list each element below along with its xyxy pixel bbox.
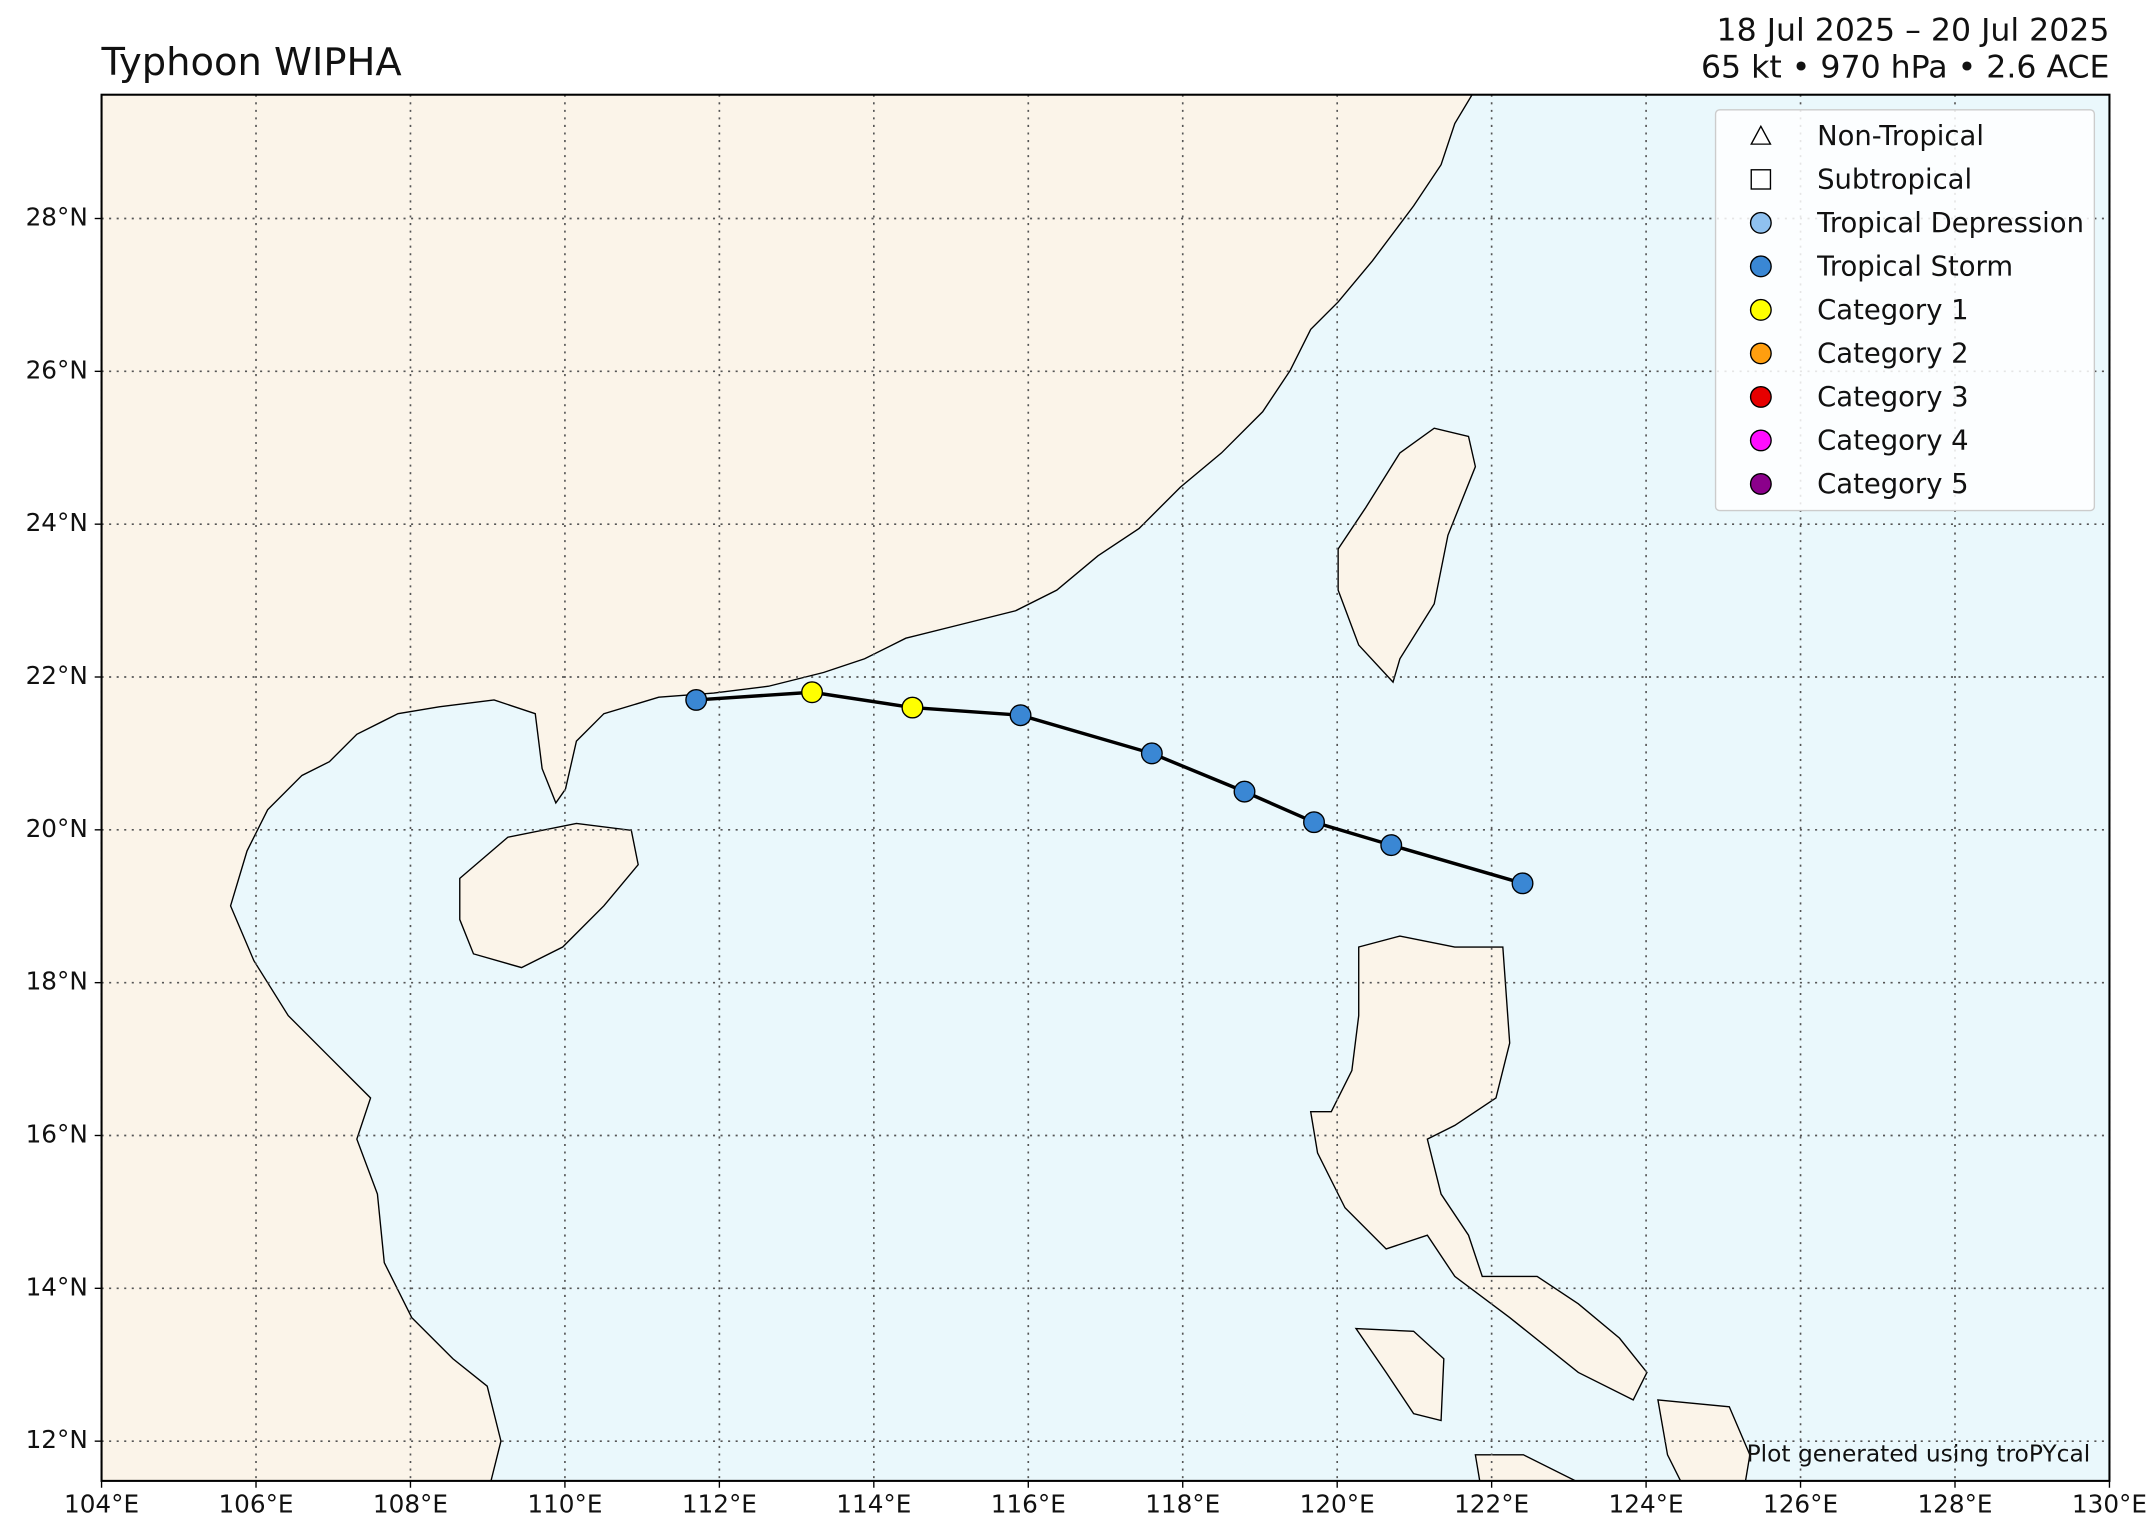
x-tick-label: 110°E xyxy=(527,1490,602,1519)
x-tick-label: 116°E xyxy=(991,1490,1066,1519)
footer-credit: Plot generated using troPYcal xyxy=(1747,1439,2091,1467)
legend-marker xyxy=(1750,169,1772,190)
legend-marker xyxy=(1749,211,1772,234)
x-tick-label: 106°E xyxy=(218,1490,293,1519)
x-tick-label: 120°E xyxy=(1300,1490,1375,1519)
legend-marker xyxy=(1749,255,1772,278)
legend-marker xyxy=(1749,298,1772,321)
storm-stats: 65 kt • 970 hPa • 2.6 ACE xyxy=(1701,50,2110,86)
y-tick-label: 24°N xyxy=(26,508,88,537)
chart-title: Typhoon WIPHA xyxy=(101,40,402,85)
x-tick-label: 112°E xyxy=(682,1490,757,1519)
legend-marker xyxy=(1750,124,1772,145)
track-point xyxy=(1511,872,1534,895)
x-tick-label: 108°E xyxy=(373,1490,448,1519)
y-tick-label: 22°N xyxy=(26,661,88,690)
track-point xyxy=(1233,780,1256,803)
y-tick-label: 12°N xyxy=(26,1425,88,1454)
legend-marker xyxy=(1749,385,1772,408)
legend-label: Tropical Depression xyxy=(1816,208,2084,239)
legend-label: Non-Tropical xyxy=(1817,121,1984,152)
legend-label: Tropical Storm xyxy=(1816,251,2013,282)
y-tick-label: 26°N xyxy=(26,355,88,384)
track-point xyxy=(901,696,924,719)
x-tick-label: 104°E xyxy=(64,1490,139,1519)
legend: Non-Tropical Subtropical Tropical Depressi… xyxy=(1714,109,2096,512)
y-tick-label: 20°N xyxy=(26,814,88,843)
legend-label: Category 1 xyxy=(1817,295,1969,326)
track-point xyxy=(1380,834,1403,857)
track-point xyxy=(1303,811,1325,834)
x-tick-label: 114°E xyxy=(836,1490,911,1519)
x-tick-label: 130°E xyxy=(2072,1490,2147,1519)
plot-frame xyxy=(100,93,2111,1482)
track xyxy=(685,681,1534,895)
land xyxy=(101,94,1751,1481)
y-tick-label: 16°N xyxy=(26,1119,88,1148)
legend-label: Category 5 xyxy=(1817,469,1969,500)
legend-label: Category 4 xyxy=(1817,425,1969,456)
track-point xyxy=(801,681,824,704)
legend-marker xyxy=(1749,472,1772,495)
x-tick-label: 124°E xyxy=(1609,1490,1684,1519)
legend-marker xyxy=(1749,429,1772,452)
x-tick-label: 122°E xyxy=(1454,1490,1529,1519)
x-tick-label: 126°E xyxy=(1763,1490,1838,1519)
y-tick-label: 18°N xyxy=(26,967,88,996)
y-tick-label: 28°N xyxy=(26,203,88,232)
legend-marker xyxy=(1749,342,1772,365)
track-point xyxy=(685,688,708,711)
legend-box xyxy=(1714,109,2096,512)
x-tick-label: 118°E xyxy=(1145,1490,1220,1519)
track-point xyxy=(1140,742,1163,765)
legend-label: Subtropical xyxy=(1817,164,1972,195)
y-tick-label: 14°N xyxy=(26,1272,88,1301)
track-point xyxy=(1009,704,1032,727)
date-range: 18 Jul 2025 – 20 Jul 2025 xyxy=(1717,13,2110,49)
legend-label: Category 2 xyxy=(1817,338,1969,369)
legend-label: Category 3 xyxy=(1817,382,1969,413)
x-tick-label: 128°E xyxy=(1917,1490,1992,1519)
